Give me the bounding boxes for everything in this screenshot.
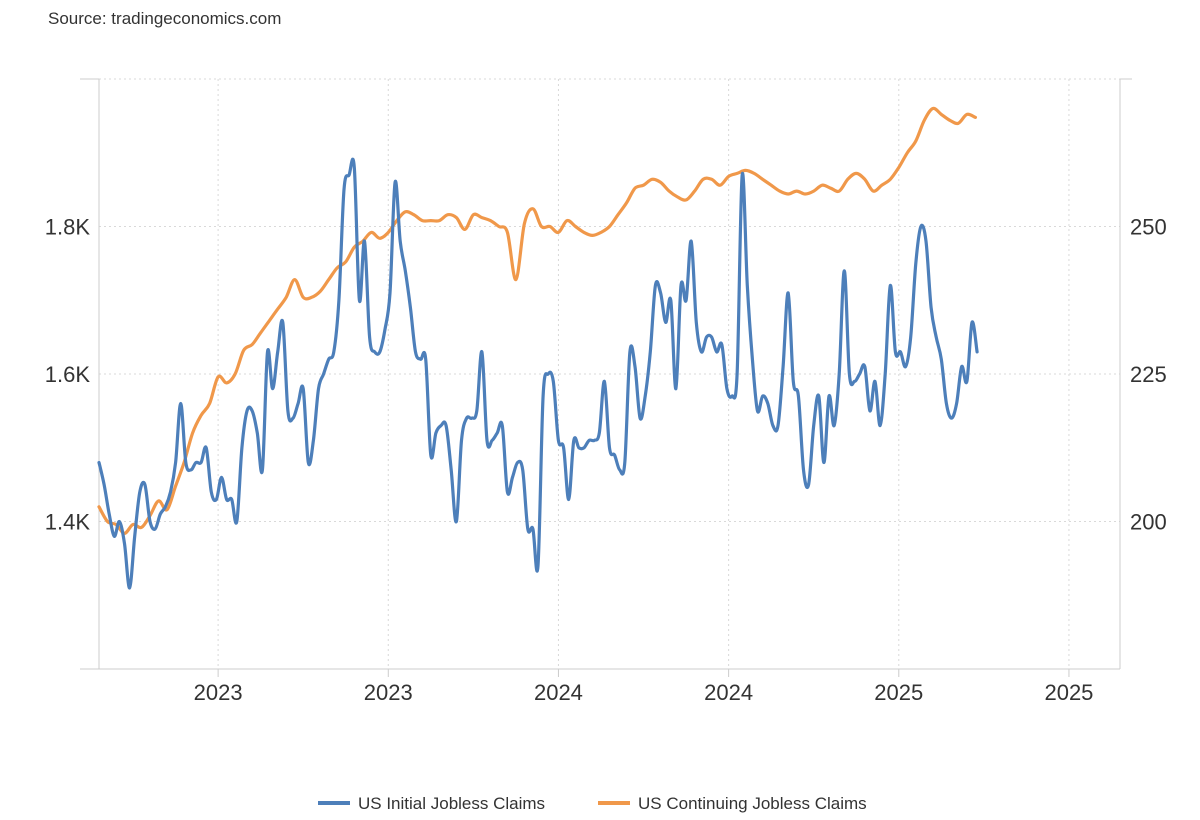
series-line-initial-claims (97, 157, 979, 590)
right-axis-tick-label: 200 (1130, 510, 1167, 535)
x-axis-tick-label: 2024 (534, 680, 583, 705)
left-axis-tick-label: 1.4K (45, 510, 91, 535)
axes (80, 78, 1132, 677)
legend: US Initial Jobless Claims US Continuing … (318, 794, 867, 813)
series-lines (97, 106, 979, 590)
left-axis-tick-label: 1.8K (45, 215, 91, 240)
x-axis-tick-label: 2025 (874, 680, 923, 705)
x-axis-tick-label: 2025 (1044, 680, 1093, 705)
x-axis-tick-label: 2024 (704, 680, 753, 705)
series-line-continuing-claims (97, 106, 977, 535)
right-axis-tick-label: 225 (1130, 362, 1167, 387)
tick-labels: 1.4K 1.6K 1.8K 200 225 250 2023 2023 2024 2024 202… (45, 215, 1167, 706)
x-axis-tick-label: 2023 (194, 680, 243, 705)
legend-label-initial: US Initial Jobless Claims (358, 794, 545, 813)
source-note: Source: tradingeconomics.com (48, 9, 282, 28)
right-axis-tick-label: 250 (1130, 215, 1167, 240)
legend-label-continuing: US Continuing Jobless Claims (638, 794, 867, 813)
left-axis-tick-label: 1.6K (45, 362, 91, 387)
x-axis-tick-label: 2023 (364, 680, 413, 705)
